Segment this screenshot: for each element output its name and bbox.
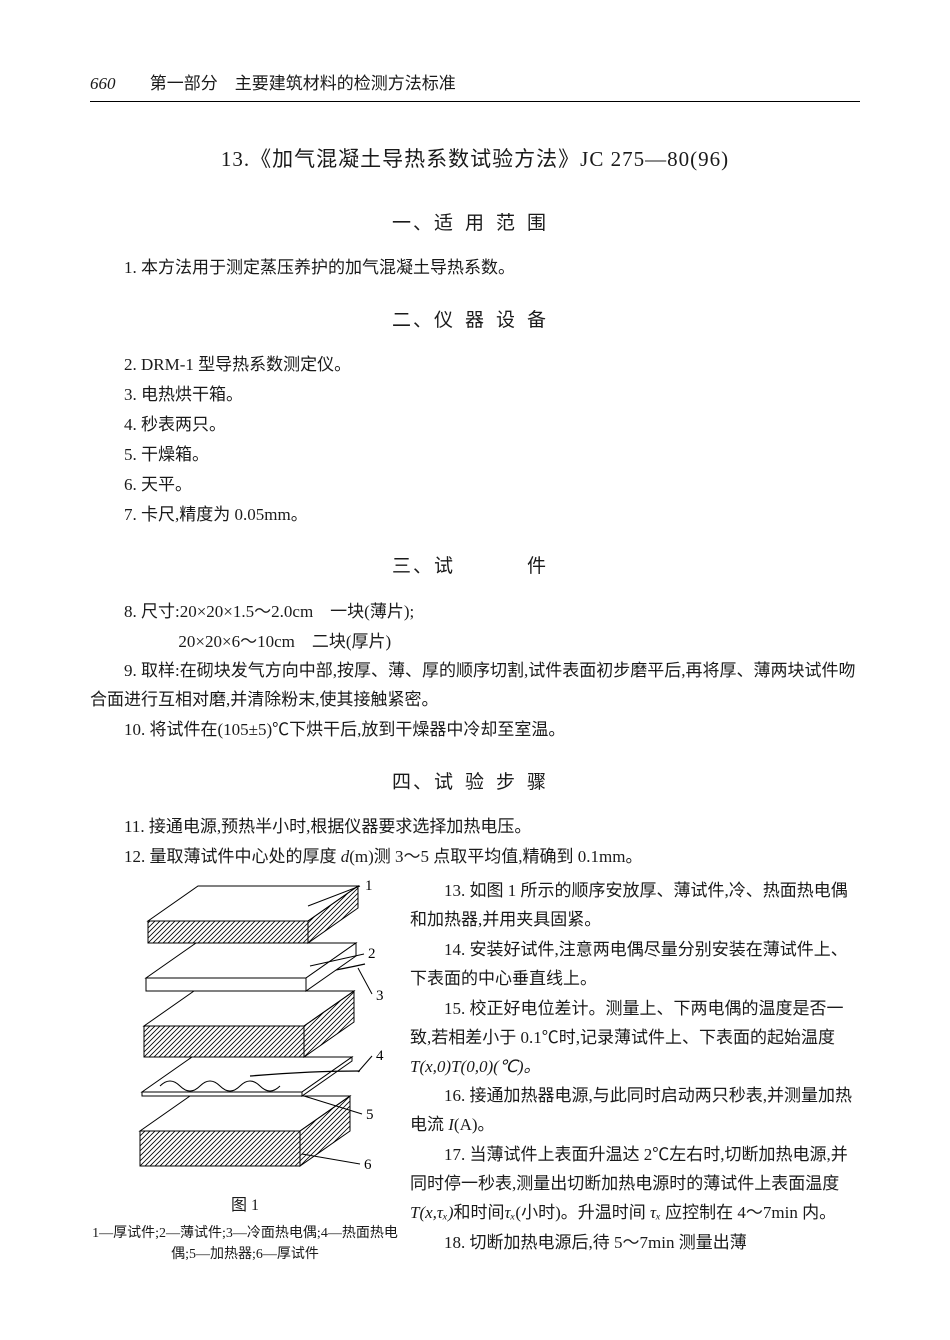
para-17: 17. 当薄试件上表面升温达 2℃左右时,切断加热电源,并同时停一秒表,测量出切…	[410, 1141, 860, 1228]
para-16: 16. 接通加热器电源,与此同时启动两只秒表,并测量加热电流 I(A)。	[410, 1082, 860, 1140]
para-8a: 8. 尺寸:20×20×1.5～2.0cm 一块(薄片);	[90, 598, 860, 627]
fig-label-4: 4	[376, 1048, 384, 1064]
para-9: 9. 取样:在砌块发气方向中部,按厚、薄、厚的顺序切割,试件表面初步磨平后,再将…	[90, 657, 860, 715]
figure-1-caption: 图 1	[90, 1192, 400, 1219]
fig-label-1: 1	[365, 878, 373, 894]
section-2-heading: 二、仪器设备	[90, 305, 860, 337]
para-2: 2. DRM-1 型导热系数测定仪。	[90, 351, 860, 380]
figure-1-legend: 1—厚试件;2—薄试件;3—冷面热电偶;4—热面热电偶;5—加热器;6—厚试件	[90, 1223, 400, 1265]
para-11: 11. 接通电源,预热半小时,根据仪器要求选择加热电压。	[90, 813, 860, 842]
para-18: 18. 切断加热电源后,待 5～7min 测量出薄	[410, 1229, 860, 1258]
fig-label-2: 2	[368, 946, 376, 962]
section-4-heading: 四、试验步骤	[90, 767, 860, 799]
fig-label-6: 6	[364, 1157, 372, 1173]
fig-label-5: 5	[366, 1107, 374, 1123]
para-7: 7. 卡尺,精度为 0.05mm。	[90, 501, 860, 530]
para-8b: 20×20×6～10cm 二块(厚片)	[90, 628, 860, 657]
fig-label-3: 3	[376, 988, 384, 1004]
figure-1: 1 2 3 4 5 6 图 1 1—厚试件;2—薄试件;3—冷面热电偶;4—热面…	[90, 876, 410, 1265]
para-4: 4. 秒表两只。	[90, 411, 860, 440]
para-5: 5. 干燥箱。	[90, 441, 860, 470]
para-1: 1. 本方法用于测定蒸压养护的加气混凝土导热系数。	[90, 254, 860, 283]
document-title: 13.《加气混凝土导热系数试验方法》JC 275—80(96)	[90, 142, 860, 178]
section-1-heading: 一、适用范围	[90, 208, 860, 240]
figure-1-diagram: 1 2 3 4 5 6	[100, 876, 390, 1186]
header-page-number: 660	[90, 74, 116, 93]
para-6: 6. 天平。	[90, 471, 860, 500]
running-header: 660 第一部分 主要建筑材料的检测方法标准	[90, 70, 860, 102]
header-part-title: 第一部分 主要建筑材料的检测方法标准	[150, 74, 456, 93]
section-3-heading: 三、试 件	[90, 551, 860, 583]
para-3: 3. 电热烘干箱。	[90, 381, 860, 410]
para-15: 15. 校正好电位差计。测量上、下两电偶的温度是否一致,若相差小于 0.1℃时,…	[410, 995, 860, 1082]
para-14: 14. 安装好试件,注意两电偶尽量分别安装在薄试件上、下表面的中心垂直线上。	[410, 936, 860, 994]
para-10: 10. 将试件在(105±5)℃下烘干后,放到干燥器中冷却至室温。	[90, 716, 860, 745]
para-12: 12. 量取薄试件中心处的厚度 d(m)测 3～5 点取平均值,精确到 0.1m…	[90, 843, 860, 872]
para-13: 13. 如图 1 所示的顺序安放厚、薄试件,冷、热面热电偶和加热器,并用夹具固紧…	[410, 877, 860, 935]
